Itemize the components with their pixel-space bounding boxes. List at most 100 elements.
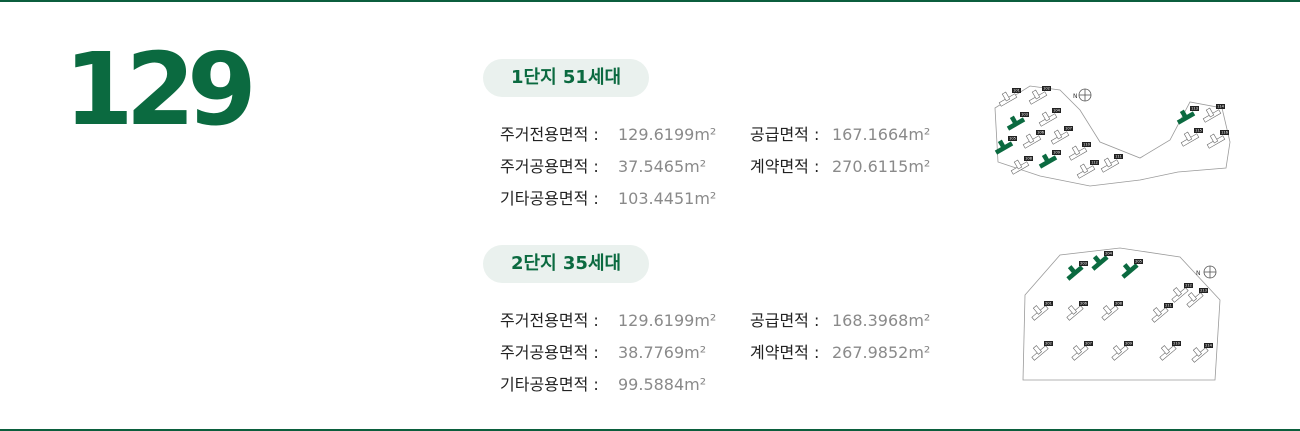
building-107 [1050,129,1070,145]
building-label-116: 116 [1220,130,1229,135]
building-105 [994,139,1014,155]
building-label-115: 115 [1194,128,1203,133]
building-label-108: 108 [1024,156,1033,161]
complex-1-site-map: 101 102 103 104 105 106 107 108 109 110 111 112 113 1… [990,80,1240,190]
area-label: 주거전용면적 : [500,125,599,144]
svg-text:203: 203 [1080,262,1087,266]
svg-text:202: 202 [1045,342,1052,346]
area-value: 38.7769m² [618,343,707,362]
svg-text:105: 105 [1009,137,1016,141]
building-label-109: 109 [1052,150,1061,155]
building-label-202: 202 [1044,341,1053,346]
svg-text:207: 207 [1085,342,1092,346]
building-label-208: 208 [1114,301,1123,306]
building-label-101: 101 [1012,88,1021,93]
area-label: 계약면적 : [750,157,820,176]
svg-text:111: 111 [1115,155,1122,159]
building-211 [1151,307,1169,323]
area-row: 기타공용면적 : 103.4451m² [500,183,943,215]
area-row: 주거전용면적 : 129.6199m² 공급면적 : 167.1664m² [500,119,943,151]
building-210 [1159,345,1177,361]
building-106 [1022,133,1042,149]
complex-2-area-table: 주거전용면적 : 129.6199m² 공급면적 : 168.3968m² 주거공용면… [500,305,943,401]
building-209 [1111,345,1129,361]
complex-2-info: 2단지 35세대 주거전용면적 : 129.6199m² 공급면적 : 168.396… [483,245,943,401]
area-label: 기타공용면적 : [500,189,599,208]
building-101 [998,91,1018,107]
area-label: 주거공용면적 : [500,343,599,362]
building-203 [1066,265,1084,281]
svg-text:115: 115 [1195,129,1202,133]
complex-2-site-map: 201 202 203 204 205 206 207 208 209 210 211 212 213 2… [1020,245,1230,385]
building-213 [1186,292,1204,308]
building-108 [1010,159,1030,175]
building-label-201: 201 [1044,301,1053,306]
building-label-110: 110 [1082,142,1091,147]
svg-text:102: 102 [1043,87,1050,91]
bottom-divider [0,429,1300,431]
complex-1-site-plan-drawing: 101 102 103 104 105 106 107 108 109 110 111 112 113 1… [994,85,1231,187]
building-label-206: 206 [1079,301,1088,306]
building-label-105: 105 [1008,136,1017,141]
building-label-214: 214 [1204,343,1213,348]
building-102 [1028,89,1048,105]
building-label-207: 207 [1084,341,1093,346]
area-label: 공급면적 : [750,125,820,144]
area-value: 129.6199m² [618,125,717,144]
building-214 [1191,347,1209,363]
building-113 [1176,109,1196,125]
complex-1-area-table: 주거전용면적 : 129.6199m² 공급면적 : 167.1664m² 주거공용면… [500,119,943,215]
area-label: 주거전용면적 : [500,311,599,330]
top-divider [0,0,1300,2]
building-110 [1068,145,1088,161]
svg-text:116: 116 [1221,131,1229,135]
area-value: 99.5884m² [618,375,707,394]
svg-text:114: 114 [1217,105,1225,109]
area-value: 37.5465m² [618,157,707,176]
svg-text:213: 213 [1200,289,1207,293]
svg-text:N: N [1073,93,1078,100]
area-row: 주거공용면적 : 37.5465m² 계약면적 : 270.6115m² [500,151,943,183]
building-204 [1091,255,1109,271]
svg-text:201: 201 [1045,302,1052,306]
area-row: 기타공용면적 : 99.5884m² [500,369,943,401]
svg-text:212: 212 [1185,284,1192,288]
building-label-203: 203 [1079,261,1088,266]
area-value: 167.1664m² [832,125,931,144]
svg-text:204: 204 [1105,252,1113,256]
area-value: 103.4451m² [618,189,717,208]
building-212 [1171,287,1189,303]
building-104 [1038,111,1058,127]
area-row: 주거전용면적 : 129.6199m² 공급면적 : 168.3968m² [500,305,943,337]
building-label-112: 112 [1090,160,1099,165]
area-label: 기타공용면적 : [500,375,599,394]
building-205 [1121,263,1139,279]
svg-text:112: 112 [1091,161,1098,165]
svg-text:110: 110 [1083,143,1091,147]
svg-text:N: N [1196,270,1201,277]
building-label-211: 211 [1164,303,1173,308]
area-label: 계약면적 : [750,343,820,362]
svg-text:210: 210 [1173,342,1181,346]
building-111 [1100,157,1120,173]
building-202 [1031,345,1049,361]
building-114 [1202,107,1222,123]
building-201 [1031,305,1049,321]
complex-2-site-plan-drawing: 201 202 203 204 205 206 207 208 209 210 211 212 213 2… [1022,247,1221,381]
area-value: 270.6115m² [832,157,931,176]
svg-text:104: 104 [1053,109,1061,113]
building-label-209: 209 [1124,341,1133,346]
area-row: 주거공용면적 : 38.7769m² 계약면적 : 267.9852m² [500,337,943,369]
area-value: 129.6199m² [618,311,717,330]
building-label-111: 111 [1114,154,1123,159]
area-value: 267.9852m² [832,343,931,362]
area-value: 168.3968m² [832,311,931,330]
svg-text:103: 103 [1021,113,1028,117]
building-label-103: 103 [1020,112,1029,117]
complex-1-info: 1단지 51세대 주거전용면적 : 129.6199m² 공급면적 : 167.166… [483,59,943,215]
building-207 [1071,345,1089,361]
complex-1-badge: 1단지 51세대 [483,59,650,97]
svg-text:108: 108 [1025,157,1033,161]
unit-type-number: 129 [64,31,257,148]
building-label-102: 102 [1042,86,1051,91]
